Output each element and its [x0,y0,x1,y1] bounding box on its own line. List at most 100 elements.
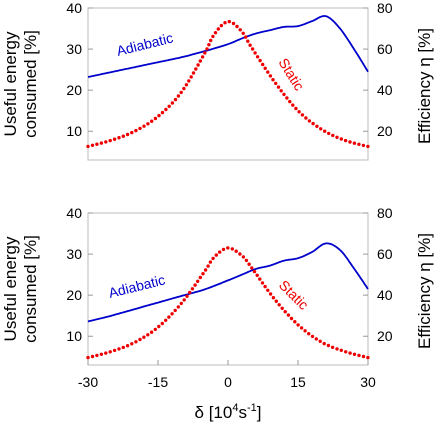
top-static-dot [198,59,202,63]
bottom-annotation-adiabatic: Adiabatic [107,271,167,300]
bottom-static-dot [348,351,352,355]
top-static-dot [170,101,175,105]
top-left-ytick-label: 40 [66,0,82,16]
bottom-adiabatic-line [87,242,369,323]
bottom-static-dot [310,334,315,339]
top-static-dot [223,21,227,25]
bottom-static-dot [293,320,297,324]
top-static-dot [343,138,348,143]
top-static-dot [160,110,165,115]
bottom-static-dot [99,352,104,356]
bottom-static-dot [296,323,300,327]
bottom-static-dot [201,272,205,276]
bottom-static-dot [226,246,230,250]
bottom-static-dot [260,281,265,285]
bottom-static-dot [258,277,262,281]
top-static-dot [173,97,178,102]
bottom-static-dot [234,249,238,253]
top-static-dot [279,89,283,93]
top-left-ytick-label: 10 [66,123,82,139]
top-static-dot [153,116,158,121]
top-static-dot [134,128,138,133]
top-static-dot [366,144,370,149]
top-static-dot [352,141,357,145]
bottom-static-dot [146,333,150,337]
bottom-static-dot [134,340,138,344]
bottom-left-ytick-label: 20 [66,287,82,303]
bottom-static-dot [238,252,242,256]
bottom-static-dot [266,288,270,292]
bottom-static-dot [255,273,259,277]
bottom-static-dot [90,354,95,359]
bottom-static-dot [357,353,361,358]
bottom-static-dot [125,344,130,348]
bottom-left-ytick-label: 40 [66,205,82,221]
bottom-static-dot [230,247,234,251]
bottom-static-dot [263,284,267,289]
bottom-static-dot [196,279,200,283]
bottom-static-dot [153,327,157,332]
bottom-static-dot [138,337,142,342]
bottom-static-dot [361,354,366,359]
top-static-dot [216,27,220,31]
bottom-right-ytick-label: 60 [377,246,393,262]
bottom-xticks: -30 -15 0 15 30 [78,360,376,390]
bottom-static-dot [157,324,161,329]
top-static-dot [315,124,319,128]
top-static-dot [196,63,200,67]
top-static-dot [319,127,323,131]
bottom-static-dot [344,350,348,354]
top-static-dot [300,113,305,117]
top-panel: 10 20 30 40 20 40 60 80 Useful energy consumed… [1,0,434,161]
bottom-static-dot [188,290,192,295]
bottom-static-dot [247,262,251,266]
top-static-dot [331,133,335,138]
bottom-static-dot [86,355,90,360]
top-static-dot [184,83,189,87]
top-static-dot [263,66,267,71]
bottom-static-dot [214,253,218,257]
bottom-xtick-label: 15 [290,374,306,390]
top-right-yticks: 20 40 60 80 [363,0,393,139]
top-static-dot [117,136,121,140]
bottom-static-dot [104,351,108,355]
top-series-layer [86,15,370,149]
top-right-ytick-label: 80 [377,0,393,16]
bottom-static-dot [250,266,254,270]
top-plot-frame [87,7,369,161]
top-static-dot [327,131,331,136]
bottom-static-dot [289,316,294,321]
bottom-static-dot [130,342,134,346]
top-static-dot [297,110,301,114]
top-static-dot [357,142,361,146]
top-static-dot [187,79,191,83]
bottom-static-dot [303,329,307,333]
top-static-dot [200,55,205,59]
bottom-static-dot [108,350,112,354]
bottom-left-yticks: 10 20 30 40 [66,205,93,344]
top-static-dot [150,119,154,123]
bottom-static-dot [335,347,339,351]
top-static-dot [258,58,262,63]
bottom-static-dot [218,250,222,254]
bottom-static-dot [326,343,331,348]
top-static-dot [323,129,327,133]
bottom-static-dot [142,335,146,339]
top-left-yticks: 10 20 30 40 [66,0,93,139]
bottom-static-dot [182,298,186,302]
bottom-static-dot [160,321,164,326]
top-static-dot [288,99,292,104]
bottom-static-dot [322,341,326,346]
top-static-dot [238,28,242,32]
top-static-dot [182,86,186,91]
top-static-dot [250,47,255,51]
bottom-static-dot [283,310,287,314]
top-static-dot [213,31,218,35]
top-static-dot [130,130,134,135]
top-left-ytick-label: 30 [66,41,82,57]
bottom-static-dot [95,353,99,358]
bottom-static-dot [299,326,304,330]
top-static-dot [191,71,196,75]
bottom-static-dot [198,275,202,280]
bottom-static-dot [274,299,278,303]
